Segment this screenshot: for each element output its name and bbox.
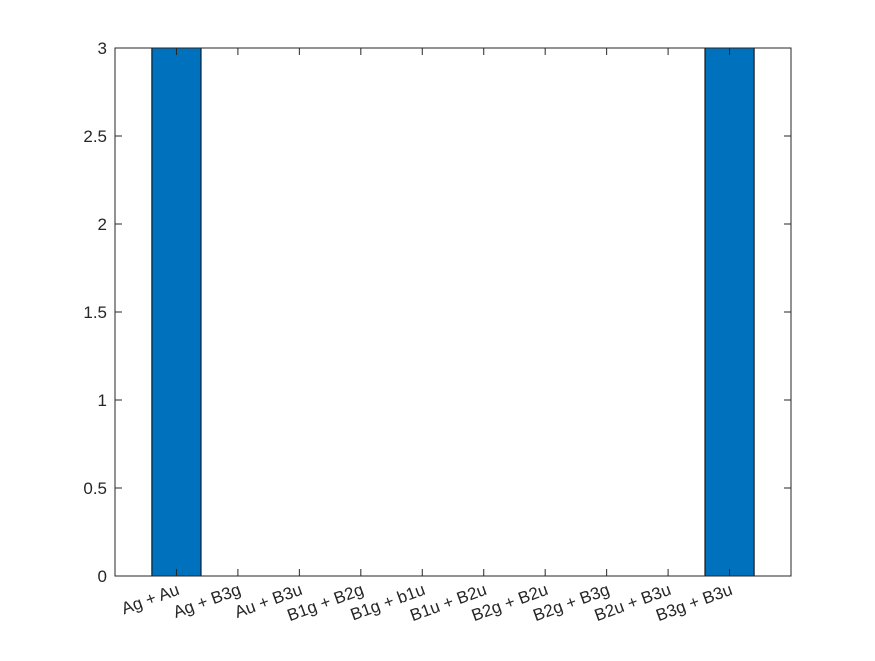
plot-area bbox=[115, 48, 791, 576]
y-tick-label: 1 bbox=[98, 391, 107, 410]
bar bbox=[704, 47, 755, 577]
x-tick-label: Ag + Au bbox=[119, 580, 182, 618]
y-tick-label: 2 bbox=[98, 215, 107, 234]
bar bbox=[151, 47, 202, 577]
y-tick-label: 2.5 bbox=[83, 127, 107, 146]
y-tick-label: 0 bbox=[98, 567, 107, 586]
y-tick-label: 3 bbox=[98, 39, 107, 58]
y-tick-label: 0.5 bbox=[83, 479, 107, 498]
y-tick-label: 1.5 bbox=[83, 303, 107, 322]
x-tick-label: Ag + B3g bbox=[171, 580, 244, 622]
